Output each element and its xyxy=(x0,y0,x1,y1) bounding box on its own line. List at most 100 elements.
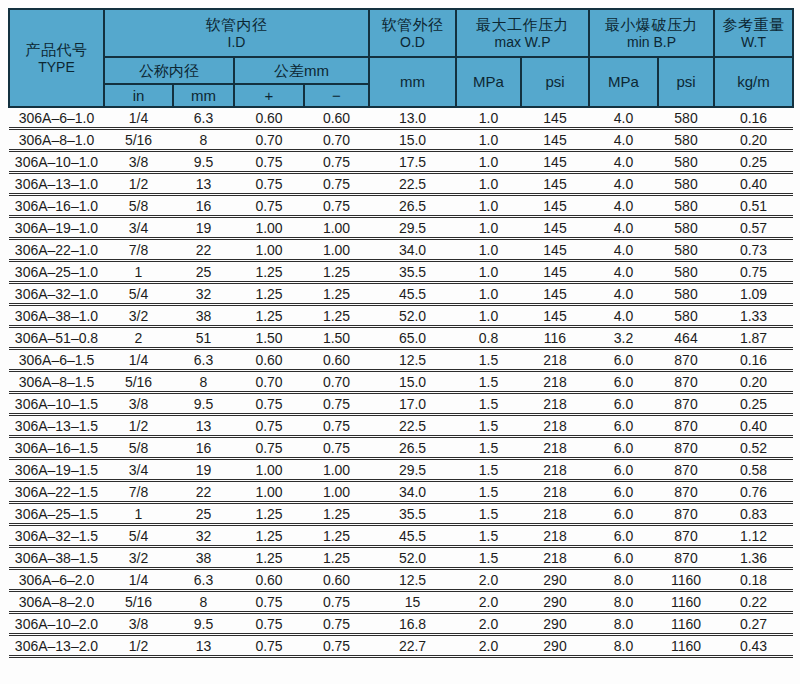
table-cell: 25 xyxy=(173,261,234,283)
table-cell: 34.0 xyxy=(369,239,456,261)
header-sub-minus-label: − xyxy=(332,87,341,104)
cell-product-code: 306A–22–1.0 xyxy=(9,239,104,261)
table-cell: 290 xyxy=(521,635,589,657)
table-cell: 15 xyxy=(369,591,456,613)
table-cell: 580 xyxy=(658,107,714,129)
table-cell: 0.70 xyxy=(234,129,304,151)
header-sub-minus: − xyxy=(304,84,369,107)
cell-product-code: 306A–25–1.5 xyxy=(9,503,104,525)
header-product-code: 产品代号 TYPE xyxy=(9,9,104,107)
table-cell: 1.5 xyxy=(456,415,521,437)
table-cell: 1.0 xyxy=(456,195,521,217)
cell-product-code: 306A–16–1.0 xyxy=(9,195,104,217)
table-cell: 6.0 xyxy=(589,349,658,371)
table-cell: 0.60 xyxy=(234,569,304,591)
table-cell: 19 xyxy=(173,217,234,239)
table-cell: 870 xyxy=(658,415,714,437)
table-cell: 4.0 xyxy=(589,107,658,129)
table-cell: 1.50 xyxy=(304,327,369,349)
table-cell: 6.0 xyxy=(589,525,658,547)
header-wp-mpa: MPa xyxy=(456,57,521,107)
table-cell: 0.70 xyxy=(304,129,369,151)
table-cell: 1.00 xyxy=(234,481,304,503)
table-cell: 0.75 xyxy=(234,173,304,195)
table-cell: 25 xyxy=(173,503,234,525)
table-cell: 580 xyxy=(658,217,714,239)
table-cell: 8.0 xyxy=(589,635,658,657)
table-cell: 1.0 xyxy=(456,261,521,283)
table-cell: 0.51 xyxy=(714,195,793,217)
table-cell: 145 xyxy=(521,239,589,261)
table-cell: 0.16 xyxy=(714,349,793,371)
table-cell: 1.5 xyxy=(456,437,521,459)
table-cell: 290 xyxy=(521,569,589,591)
table-cell: 0.20 xyxy=(714,129,793,151)
header-weight-unit-label: kg/m xyxy=(737,73,770,90)
table-cell: 218 xyxy=(521,547,589,569)
header-bp-mpa: MPa xyxy=(589,57,658,107)
table-cell: 15.0 xyxy=(369,371,456,393)
table-cell: 0.75 xyxy=(234,393,304,415)
table-row: 306A–13–1.51/2130.750.7522.51.52186.0870… xyxy=(9,415,793,437)
table-cell: 1.25 xyxy=(234,547,304,569)
table-cell: 1160 xyxy=(658,635,714,657)
table-cell: 0.57 xyxy=(714,217,793,239)
table-cell: 35.5 xyxy=(369,503,456,525)
table-row: 306A–6–1.01/46.30.600.6013.01.01454.0580… xyxy=(9,107,793,129)
table-cell: 580 xyxy=(658,129,714,151)
table-cell: 218 xyxy=(521,349,589,371)
table-cell: 1/4 xyxy=(104,107,173,129)
table-cell: 32 xyxy=(173,283,234,305)
table-cell: 0.16 xyxy=(714,107,793,129)
header-weight: 参考重量 W.T xyxy=(714,9,793,57)
table-cell: 0.60 xyxy=(234,349,304,371)
table-row: 306A–22–1.57/8221.001.0034.01.52186.0870… xyxy=(9,481,793,503)
table-cell: 870 xyxy=(658,371,714,393)
cell-product-code: 306A–38–1.0 xyxy=(9,305,104,327)
header-tolerance-label: 公差mm xyxy=(274,62,329,79)
table-cell: 51 xyxy=(173,327,234,349)
table-cell: 8 xyxy=(173,371,234,393)
table-cell: 218 xyxy=(521,503,589,525)
table-row: 306A–51–0.82511.501.5065.00.81163.24641.… xyxy=(9,327,793,349)
cell-product-code: 306A–19–1.0 xyxy=(9,217,104,239)
table-cell: 2.0 xyxy=(456,635,521,657)
header-inner-diameter: 软管内径 I.D xyxy=(104,9,369,57)
table-cell: 6.0 xyxy=(589,371,658,393)
table-cell: 1.5 xyxy=(456,371,521,393)
table-cell: 1.25 xyxy=(234,283,304,305)
table-row: 306A–25–1.01251.251.2535.51.01454.05800.… xyxy=(9,261,793,283)
table-cell: 4.0 xyxy=(589,129,658,151)
table-cell: 38 xyxy=(173,547,234,569)
table-cell: 3/4 xyxy=(104,459,173,481)
table-cell: 290 xyxy=(521,613,589,635)
table-cell: 4.0 xyxy=(589,305,658,327)
table-cell: 1.00 xyxy=(304,481,369,503)
table-cell: 8.0 xyxy=(589,569,658,591)
cell-product-code: 306A–16–1.5 xyxy=(9,437,104,459)
table-cell: 6.3 xyxy=(173,107,234,129)
table-cell: 580 xyxy=(658,261,714,283)
table-row: 306A–13–1.01/2130.750.7522.51.01454.0580… xyxy=(9,173,793,195)
table-cell: 870 xyxy=(658,459,714,481)
header-product-code-en: TYPE xyxy=(10,59,103,77)
table-cell: 1.25 xyxy=(234,261,304,283)
header-od-unit: mm xyxy=(369,57,456,107)
cell-product-code: 306A–6–1.0 xyxy=(9,107,104,129)
table-cell: 4.0 xyxy=(589,217,658,239)
table-cell: 52.0 xyxy=(369,305,456,327)
table-cell: 16.8 xyxy=(369,613,456,635)
table-cell: 4.0 xyxy=(589,239,658,261)
table-cell: 464 xyxy=(658,327,714,349)
table-cell: 6.0 xyxy=(589,503,658,525)
table-cell: 0.75 xyxy=(304,635,369,657)
table-cell: 0.40 xyxy=(714,415,793,437)
table-cell: 1.5 xyxy=(456,349,521,371)
table-cell: 13 xyxy=(173,173,234,195)
table-cell: 145 xyxy=(521,151,589,173)
table-cell: 0.75 xyxy=(304,151,369,173)
table-row: 306A–19–1.53/4191.001.0029.51.52186.0870… xyxy=(9,459,793,481)
header-tolerance: 公差mm xyxy=(234,57,369,84)
table-cell: 870 xyxy=(658,547,714,569)
table-cell: 145 xyxy=(521,195,589,217)
